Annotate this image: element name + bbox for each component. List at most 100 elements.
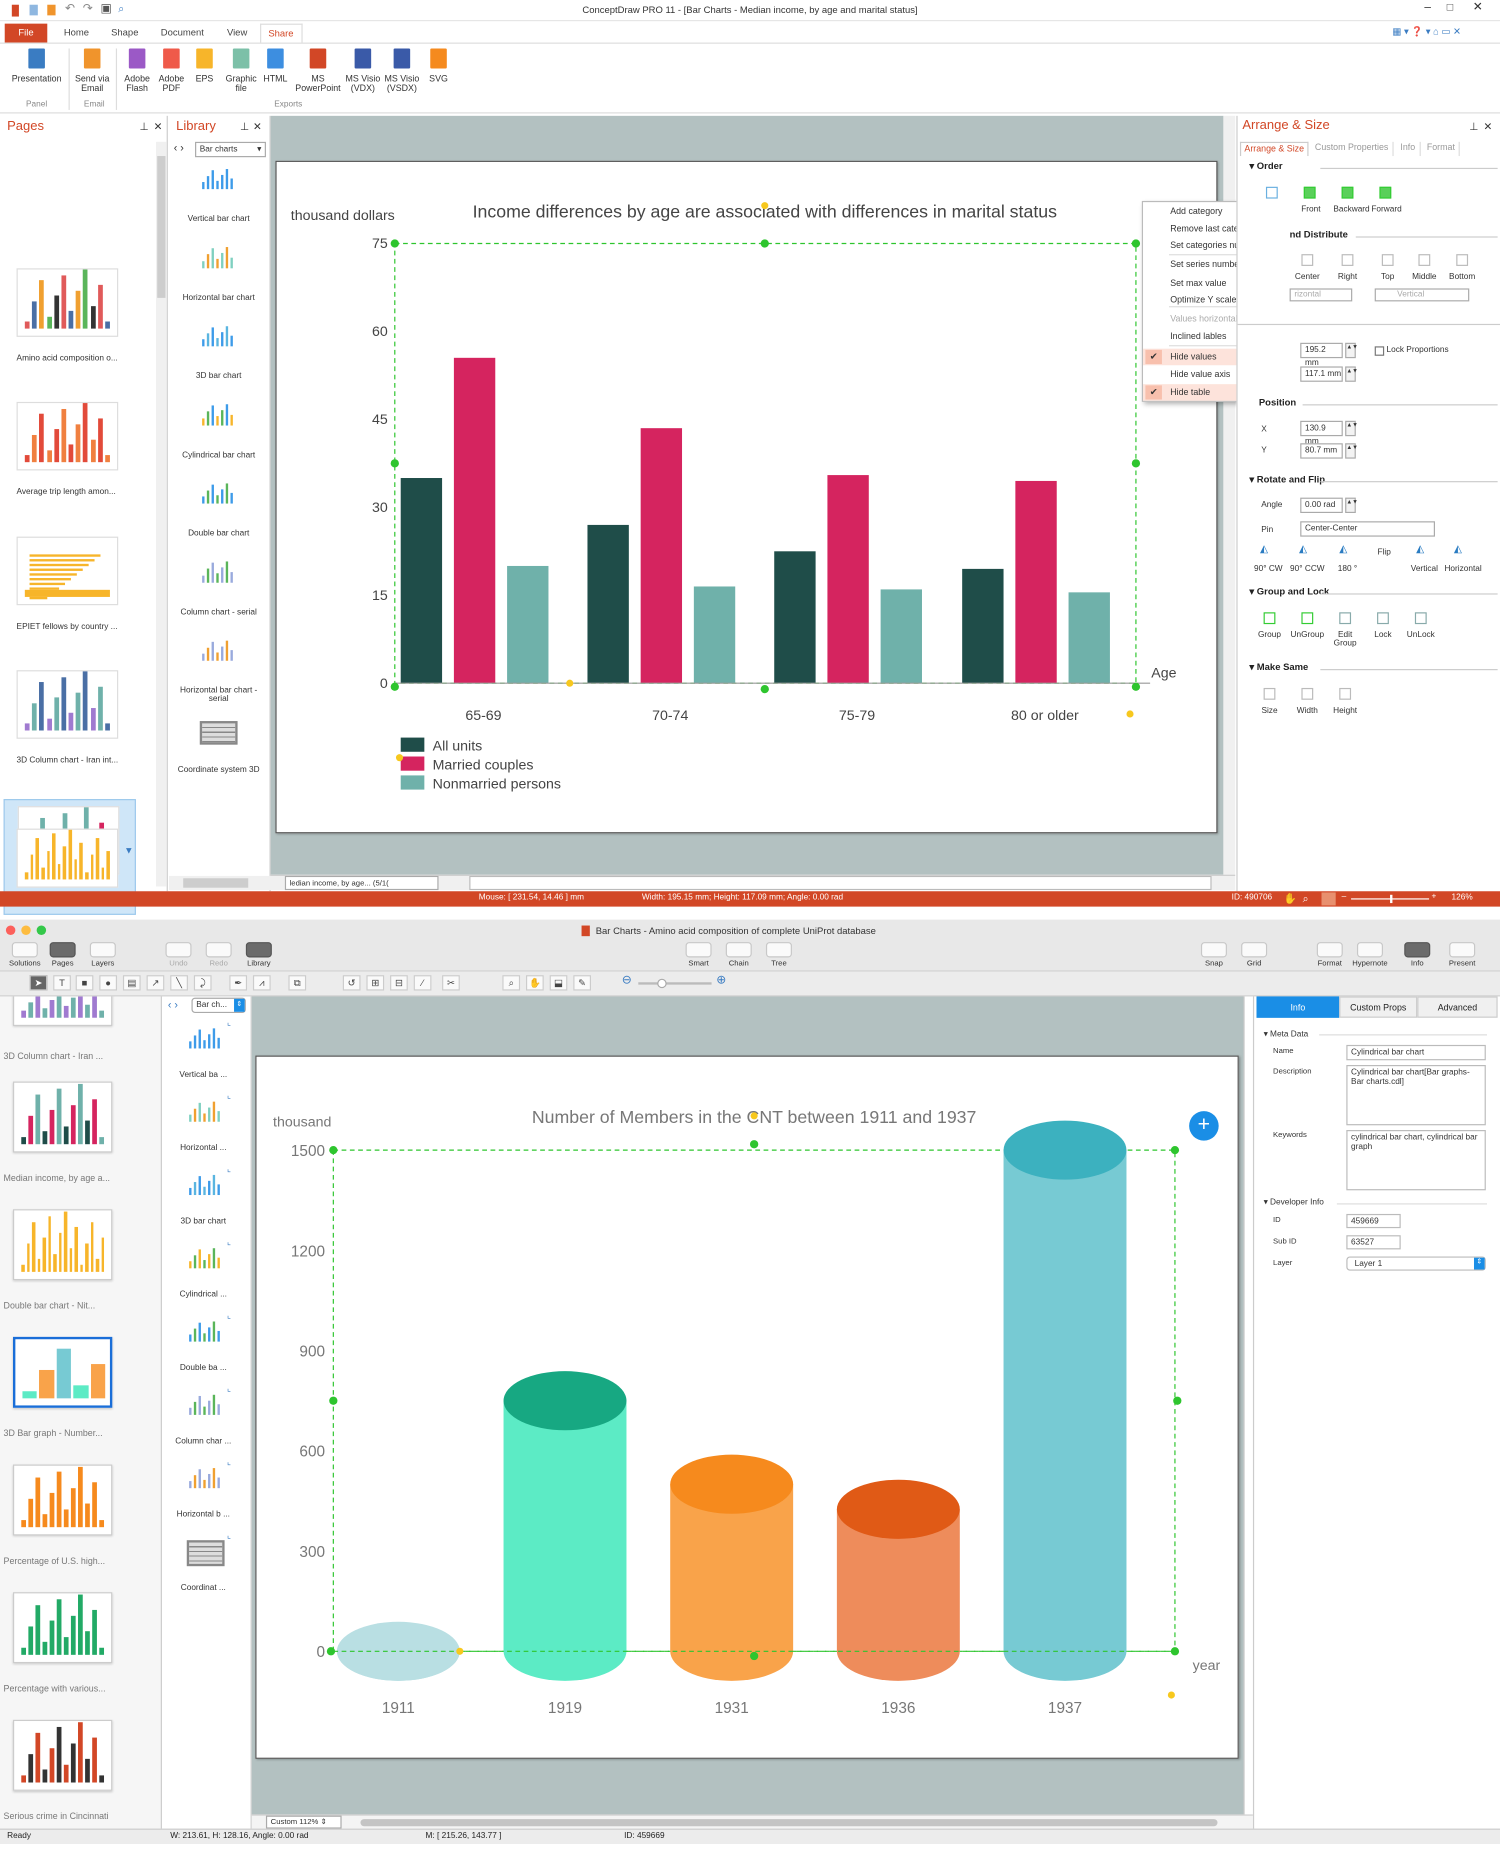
library-hscrollbar[interactable] — [169, 875, 271, 891]
drawing-tool-icon[interactable]: ⁄ — [413, 975, 432, 991]
close-panel-icon[interactable]: ✕ — [252, 120, 262, 133]
align-button[interactable]: Middle — [1412, 273, 1437, 282]
expand-arrow-icon[interactable]: ▼ — [124, 845, 134, 856]
library-item-3d-bar-chart-icon[interactable] — [195, 325, 242, 353]
expand-icon[interactable]: ⌞ — [226, 1312, 231, 1321]
align-icon[interactable] — [1418, 254, 1431, 266]
ribbon-button-eps[interactable]: EPS — [191, 48, 217, 83]
zoom-selection-icon[interactable] — [1321, 892, 1336, 906]
expand-icon[interactable]: ⌞ — [226, 1531, 231, 1541]
drawing-tool-icon[interactable]: ✒ — [229, 975, 248, 991]
drawing-tool-icon[interactable]: ⧉ — [288, 975, 307, 991]
drawing-tool-icon[interactable]: ⊞ — [366, 975, 385, 991]
library-item-horizontal-bar-chart-icon[interactable] — [195, 246, 242, 274]
library-item-cylindrical-bar-chart-icon[interactable] — [195, 404, 242, 432]
expand-icon[interactable]: ⌞ — [226, 1238, 231, 1248]
menu-item-inclined-lables[interactable]: Inclined lables — [1143, 329, 1290, 346]
library-item-icon[interactable] — [182, 1540, 229, 1568]
close-button[interactable] — [5, 925, 16, 935]
width-stepper[interactable]: ▲▼ — [1345, 342, 1358, 359]
menu-item-hide-value-axis[interactable]: Hide value axis — [1143, 366, 1290, 383]
page-caption[interactable]: Median income, by age a... — [3, 1172, 111, 1184]
order-icon[interactable] — [1303, 186, 1316, 199]
toolbar-hypernote-button[interactable]: Hypernote — [1348, 942, 1393, 968]
rotate-button[interactable]: Flip — [1377, 548, 1391, 557]
drawing-tool-icon[interactable]: ⬓ — [549, 975, 568, 991]
name-field[interactable]: Cylindrical bar chart — [1346, 1044, 1486, 1061]
developer-info-section[interactable]: ▾ Developer Info — [1263, 1198, 1324, 1207]
page-thumbnail-item[interactable]: EPIET fellows by country ... — [4, 531, 136, 647]
horizontal-dropdown[interactable]: rizontal — [1289, 288, 1353, 302]
menu-item-optimize-y-scale[interactable]: Optimize Y scale — [1143, 292, 1290, 309]
toolbar-solutions-button[interactable]: Solutions — [2, 942, 47, 968]
library-dropdown[interactable]: Bar ch... ⇕ — [191, 997, 246, 1013]
page-thumbnail-item[interactable]: 3D Column chart - Iran int... — [4, 664, 136, 780]
page-thumbnail[interactable] — [13, 1719, 113, 1791]
group-button[interactable]: Edit Group — [1333, 631, 1357, 648]
x-field[interactable]: 130.9 mm — [1300, 420, 1343, 446]
rotate-icon[interactable]: ◭ — [1299, 542, 1308, 555]
width-field[interactable]: 195.2 mm — [1300, 342, 1343, 368]
rotate-icon[interactable]: ◭ — [1453, 542, 1463, 555]
tab-shape[interactable]: Shape — [111, 27, 139, 38]
close-panel-icon[interactable]: ✕ — [153, 120, 163, 133]
menu-item-set-categories-number[interactable]: Set categories number — [1143, 238, 1290, 255]
group-button[interactable]: UnLock — [1406, 631, 1435, 640]
y-field[interactable]: 80.7 mm — [1300, 443, 1343, 459]
order-icon[interactable] — [1379, 186, 1392, 199]
save-icon[interactable]: ▣ — [100, 2, 112, 16]
drawing-tool-icon[interactable]: ✎ — [573, 975, 592, 991]
meta-data-section[interactable]: ▾ Meta Data — [1263, 1030, 1309, 1040]
order-button-forward[interactable]: Forward — [1371, 205, 1402, 214]
rotate-button[interactable]: 90° CW — [1254, 565, 1283, 574]
page-thumbnail[interactable] — [13, 996, 113, 1027]
zoom-button[interactable] — [36, 925, 47, 935]
ribbon-button-adobe-flash[interactable]: Adobe Flash — [122, 48, 153, 93]
drawing-tool-icon[interactable]: ╲ — [170, 975, 188, 991]
page-caption[interactable]: Double bar chart - Nit... — [3, 1300, 96, 1311]
tab-document[interactable]: Document — [160, 27, 204, 38]
make-same-button[interactable]: Width — [1296, 706, 1318, 716]
rotate-icon[interactable]: ◭ — [1416, 542, 1425, 555]
tab-format[interactable]: Format — [1423, 141, 1460, 157]
make-same-icon[interactable] — [1263, 687, 1276, 700]
toolbar-format-button[interactable]: Format — [1307, 942, 1352, 968]
section-group[interactable]: ▾ Group and Lock — [1249, 586, 1330, 597]
pages-scrollbar[interactable] — [156, 141, 167, 887]
drawing-tool-icon[interactable]: ➤ — [29, 975, 48, 991]
library-item-icon[interactable] — [182, 1320, 229, 1348]
drawing-tool-icon[interactable]: ⤸ — [193, 975, 212, 991]
maximize-button[interactable]: □ — [1446, 1, 1454, 14]
drawing-tool-icon[interactable]: ⩘ — [252, 975, 271, 991]
rotate-icon[interactable]: ◭ — [1339, 542, 1348, 555]
menu-item-set-max-value[interactable]: Set max value — [1143, 275, 1290, 292]
toolbar-grid-button[interactable]: Grid — [1232, 942, 1277, 968]
library-item-icon[interactable] — [182, 1174, 229, 1202]
ribbon-button-send-via-email[interactable]: Send via Email — [73, 48, 111, 93]
rotate-button[interactable]: Horizontal — [1444, 565, 1482, 574]
group-button[interactable]: Lock — [1374, 631, 1392, 640]
rotate-icon[interactable]: ◭ — [1260, 542, 1269, 555]
ribbon-button-presentation[interactable]: Presentation — [9, 48, 63, 83]
rotate-button[interactable]: Vertical — [1410, 565, 1438, 574]
section-position[interactable]: Position — [1258, 397, 1297, 408]
expand-icon[interactable]: ⌞ — [226, 1458, 231, 1467]
lock-proportions-checkbox[interactable] — [1374, 346, 1385, 356]
zoom-dropdown[interactable]: Custom 112% ⇕ — [265, 1815, 342, 1829]
page-caption[interactable]: Percentage of U.S. high... — [3, 1555, 106, 1567]
zoom-in-icon[interactable]: ⊕ — [716, 973, 727, 987]
section-order[interactable]: ▾ Order — [1249, 160, 1283, 172]
drawing-tool-icon[interactable]: ⊟ — [390, 975, 408, 991]
make-same-button[interactable]: Height — [1333, 706, 1358, 716]
add-button[interactable]: + — [1189, 1111, 1219, 1141]
open-icon[interactable] — [47, 4, 56, 16]
toolbar-library-button[interactable]: Library — [236, 942, 281, 968]
align-button[interactable]: Right — [1337, 273, 1358, 282]
drawing-tool-icon[interactable]: ✂ — [442, 975, 460, 991]
align-icon[interactable] — [1341, 254, 1354, 266]
ribbon-button-svg[interactable]: SVG — [426, 48, 452, 83]
canvas-vscrollbar[interactable] — [1223, 115, 1236, 875]
align-button[interactable]: Bottom — [1449, 273, 1476, 282]
page-thumbnail-item[interactable]: Average trip length amon... — [4, 396, 136, 512]
ribbon-button-adobe-pdf[interactable]: Adobe PDF — [156, 48, 187, 93]
